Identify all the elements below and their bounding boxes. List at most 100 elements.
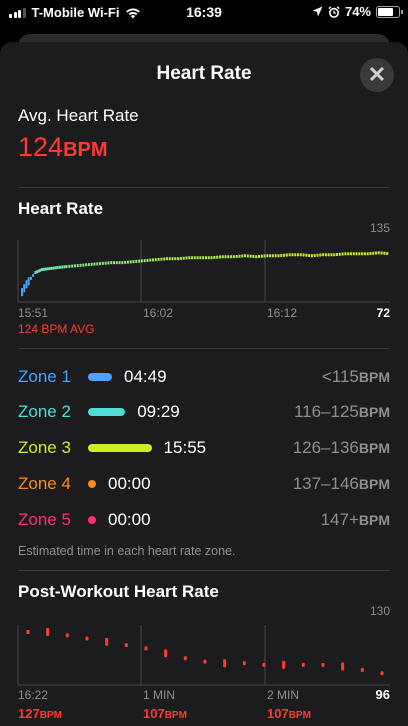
avg-number: 124: [18, 132, 64, 162]
heart-rate-point: [185, 256, 188, 260]
zone-row-1[interactable]: Zone 1 04:49 <115BPM: [18, 365, 390, 389]
heart-rate-point: [297, 253, 299, 257]
heart-rate-point: [174, 257, 177, 261]
x-tick-label: 1 MIN: [143, 688, 175, 702]
post-workout-point: [341, 662, 345, 671]
post-workout-point: [262, 662, 266, 667]
heart-rate-point: [210, 256, 213, 260]
zone-row-3[interactable]: Zone 3 15:55 126–136BPM: [18, 436, 390, 460]
heart-rate-point: [336, 253, 339, 257]
post-workout-points: [26, 627, 384, 676]
heart-rate-point: [330, 253, 333, 257]
status-left: T-Mobile Wi-Fi: [9, 5, 141, 20]
heart-rate-point: [322, 253, 325, 257]
heart-rate-point: [54, 266, 57, 270]
heart-rate-point: [361, 252, 364, 256]
heart-rate-point: [221, 255, 224, 259]
zone-range-value: 137–146: [292, 474, 359, 493]
post-workout-point: [105, 637, 109, 646]
heart-rate-point: [44, 267, 47, 271]
post-workout-point: [282, 660, 286, 669]
heart-rate-point: [266, 254, 269, 258]
heart-rate-points: [21, 251, 389, 297]
x-tick-label: 16:22: [18, 688, 48, 702]
heart-rate-point: [90, 262, 93, 266]
heart-rate-point: [205, 256, 207, 260]
heart-rate-point: [375, 251, 378, 255]
post-workout-point: [321, 662, 325, 667]
post-workout-point: [301, 662, 305, 667]
heart-rate-point: [355, 252, 358, 256]
heart-rate-point: [152, 258, 155, 262]
zone-time: 00:00: [108, 474, 151, 493]
heart-rate-point: [277, 254, 280, 258]
modal-sheet: [0, 42, 408, 726]
heart-rate-point: [213, 255, 216, 259]
heart-rate-point: [207, 256, 210, 260]
zone-range-unit: BPM: [358, 440, 390, 456]
zone-row-5[interactable]: Zone 5 00:00 147+BPM: [18, 508, 390, 532]
heart-rate-point: [333, 253, 336, 257]
heart-rate-point: [138, 259, 141, 263]
xmark-icon: ✕: [367, 62, 387, 87]
heart-rate-point: [386, 252, 389, 256]
post-value-number: 107: [267, 706, 289, 721]
heart-rate-point: [171, 257, 174, 261]
heart-rate-point: [104, 261, 107, 265]
heart-rate-point: [227, 255, 230, 259]
zone-name: Zone 1: [18, 367, 71, 386]
zone-row-4[interactable]: Zone 4 00:00 137–146BPM: [18, 472, 390, 496]
zone-duration-bar: [88, 444, 152, 452]
heart-rate-point: [73, 264, 76, 268]
heart-rate-point: [121, 261, 124, 265]
heart-rate-point: [308, 254, 311, 257]
heart-rate-point: [65, 265, 68, 269]
zone-time: 04:49: [124, 367, 167, 386]
heart-rate-point: [146, 258, 149, 262]
post-workout-point: [46, 627, 50, 636]
heart-rate-point: [269, 254, 272, 258]
zone-row-2[interactable]: Zone 2 09:29 116–125BPM: [18, 400, 390, 424]
post-value-number: 107: [143, 706, 165, 721]
heart-rate-point: [115, 261, 118, 265]
zone-range: 126–136BPM: [293, 438, 390, 458]
heart-rate-point: [34, 270, 37, 274]
alarm-icon: [328, 5, 340, 18]
heart-rate-point: [48, 267, 51, 271]
post-value-1: 127BPM: [18, 706, 62, 721]
post-workout-chart: 130 16:22 1 MIN 2 MIN 96: [17, 604, 390, 702]
divider: [18, 187, 390, 188]
status-bar: T-Mobile Wi-Fi 16:39 74%: [0, 0, 408, 24]
heart-rate-point: [124, 260, 127, 264]
heart-rate-point: [369, 252, 372, 256]
zone-range-unit: BPM: [358, 404, 390, 420]
heart-rate-point: [135, 259, 138, 263]
post-workout-point: [124, 643, 128, 648]
post-workout-point: [65, 633, 69, 638]
post-workout-point: [183, 656, 187, 661]
zone-time: 15:55: [163, 438, 207, 457]
zone-range-unit: BPM: [358, 476, 390, 492]
heart-rate-point: [50, 266, 53, 270]
heart-rate-point: [319, 253, 322, 257]
zone-note: Estimated time in each heart rate zone.: [18, 544, 236, 558]
heart-rate-point: [202, 256, 205, 260]
heart-rate-point: [230, 255, 233, 259]
heart-rate-point: [274, 254, 277, 258]
heart-rate-point: [132, 260, 135, 264]
close-button[interactable]: ✕: [360, 58, 394, 92]
heart-rate-point: [52, 266, 55, 270]
heart-rate-point: [71, 264, 74, 268]
battery-icon: [376, 5, 403, 18]
heart-rate-point: [85, 263, 88, 267]
heart-rate-point: [232, 255, 235, 259]
post-value-number: 127: [18, 706, 40, 721]
zone-range: 137–146BPM: [293, 474, 390, 494]
zone-name: Zone 5: [18, 510, 71, 529]
heart-rate-point: [341, 252, 344, 256]
heart-rate-point: [76, 264, 79, 268]
post-value-2: 107BPM: [143, 706, 187, 721]
heart-rate-point: [358, 252, 361, 256]
x-tick-label: 16:02: [143, 306, 173, 320]
heart-rate-point: [23, 284, 26, 293]
